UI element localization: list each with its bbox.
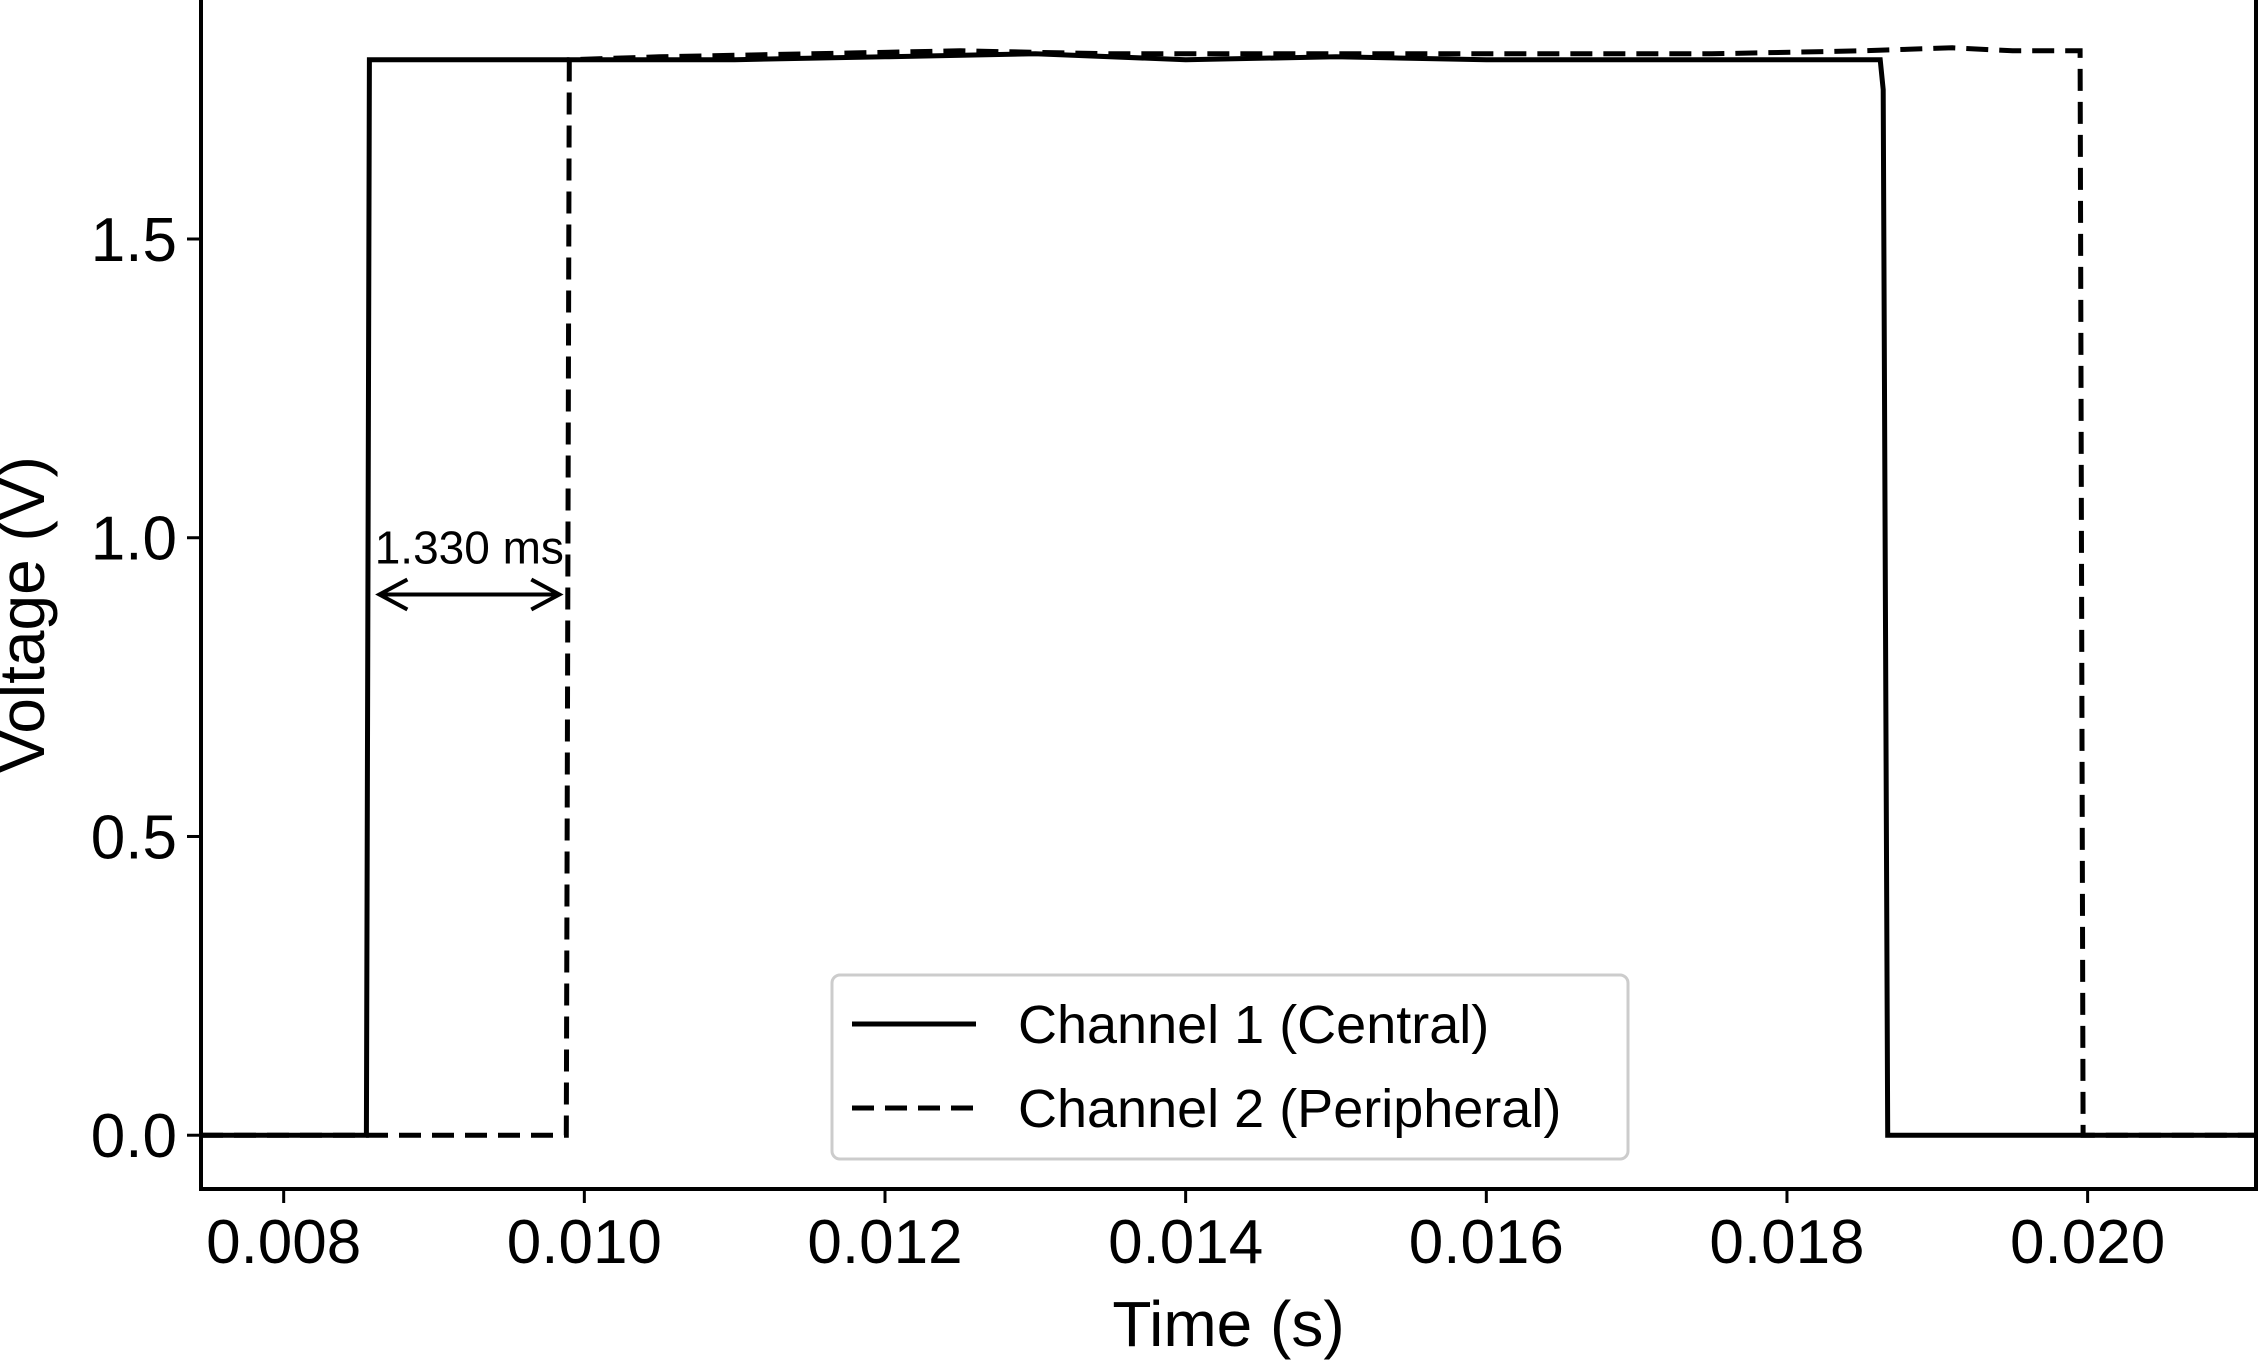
legend-label-2: Channel 2 (Peripheral)	[1018, 1079, 1561, 1139]
series-line-1	[201, 51, 2256, 1138]
annotation-arrow-head-left	[375, 577, 409, 612]
legend-box	[830, 973, 1630, 1161]
series-layer	[201, 45, 2256, 1138]
y-axis-label: Voltage (V)	[0, 456, 58, 773]
x-tick-label: 0.014	[1108, 1208, 1263, 1277]
annotation-arrow-head-right	[530, 577, 564, 612]
series-line-2	[201, 45, 2256, 1138]
x-axis-label: Time (s)	[1112, 1288, 1344, 1360]
y-tick-label: 0.5	[91, 803, 177, 872]
x-tick-label: 0.020	[2010, 1208, 2165, 1277]
plot-frame	[199, 0, 2258, 1191]
y-tick-label: 1.5	[91, 206, 177, 275]
annotation-label: 1.330 ms	[375, 522, 564, 574]
x-tick-label: 0.008	[206, 1208, 361, 1277]
annotation-layer: 1.330 ms	[375, 522, 564, 612]
x-tick-label: 0.018	[1709, 1208, 1864, 1277]
x-tick-label: 0.010	[507, 1208, 662, 1277]
y-axis-ticks: 0.0 0.5 1.0 1.5	[91, 206, 201, 1171]
legend-label-1: Channel 1 (Central)	[1018, 995, 1489, 1055]
x-tick-label: 0.012	[807, 1208, 962, 1277]
y-tick-label: 1.0	[91, 505, 177, 574]
legend: Channel 1 (Central) Channel 2 (Peripheral…	[830, 973, 1630, 1161]
y-tick-label: 0.0	[91, 1102, 177, 1171]
x-axis-ticks: 0.008 0.010 0.012 0.014 0.016 0.018 0.020	[206, 1189, 2165, 1277]
x-tick-label: 0.016	[1409, 1208, 1564, 1277]
